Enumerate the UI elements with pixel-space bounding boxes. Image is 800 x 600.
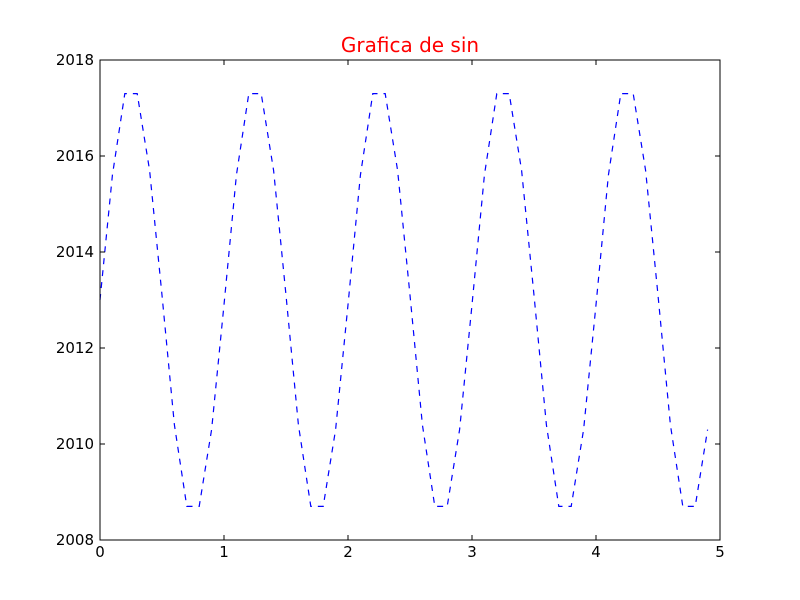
x-tick-label: 1 [219,543,229,561]
plot-area [99,92,709,507]
x-tick-label: 4 [591,543,601,561]
x-tick-label: 2 [343,543,353,561]
x-tick-label: 5 [715,543,725,561]
x-tick-label: 0 [95,543,105,561]
y-tick-label: 2008 [56,531,94,549]
x-tick-label: 3 [467,543,477,561]
y-tick-label: 2016 [56,147,94,165]
y-tick-label: 2018 [56,51,94,69]
y-tick-label: 2012 [56,339,94,357]
axes-frame [99,59,721,541]
y-tick-label: 2010 [56,435,94,453]
chart-title: Grafica de sin [341,33,479,57]
y-tick-label: 2014 [56,243,94,261]
series-line-1 [99,92,709,507]
tick-labels: 0 1 2 3 4 5 2008 2010 2012 2014 2016 2018 [56,51,725,561]
